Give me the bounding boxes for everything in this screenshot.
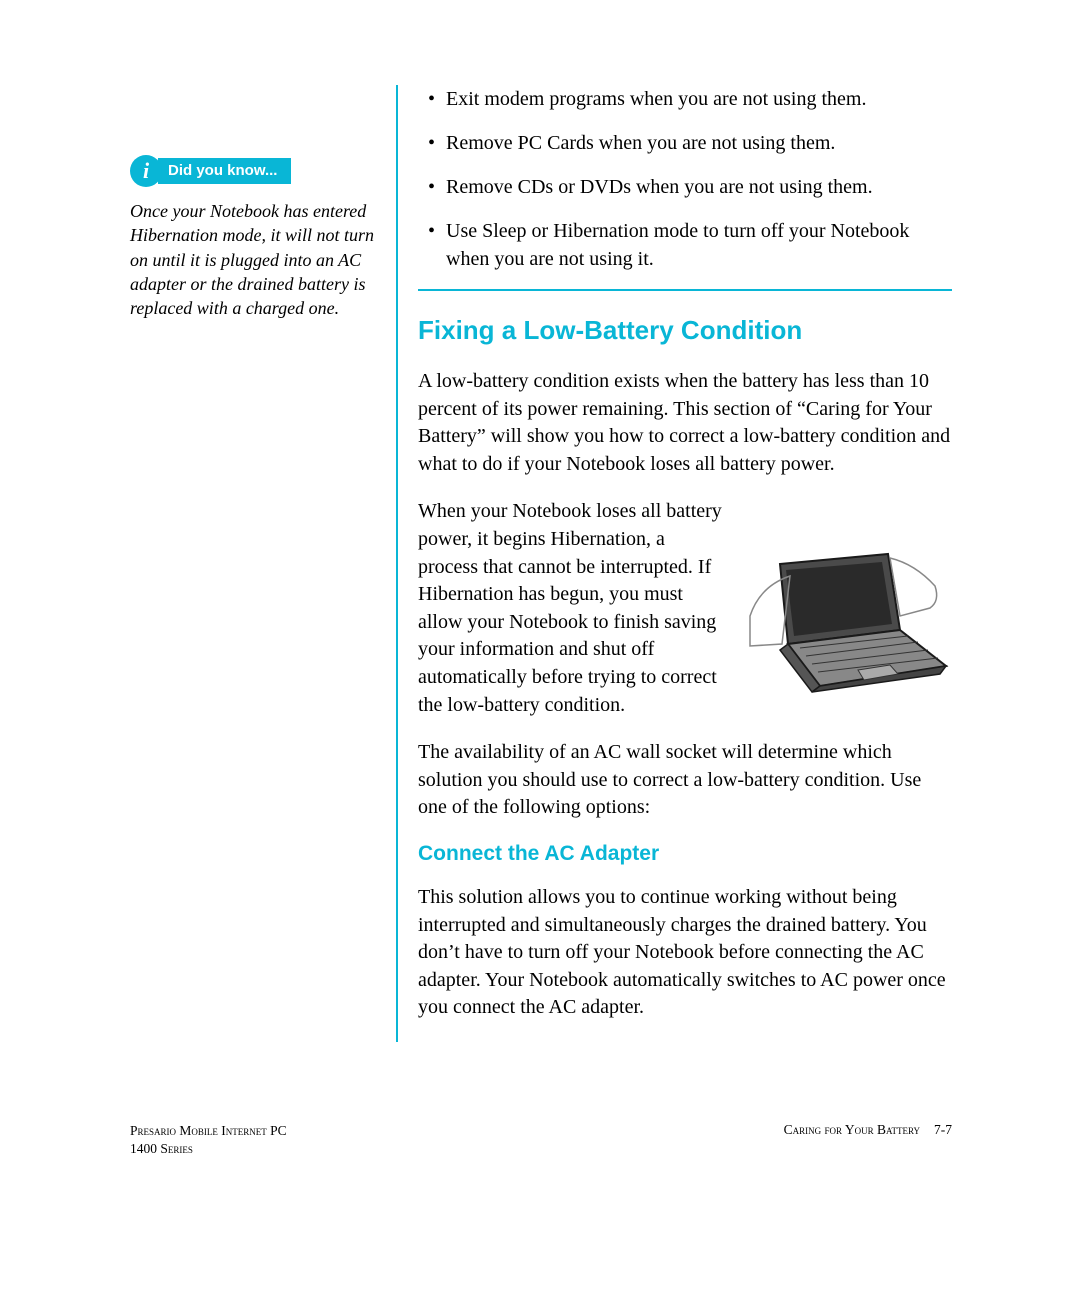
section-heading: Fixing a Low-Battery Condition bbox=[418, 315, 952, 346]
list-item: •Remove CDs or DVDs when you are not usi… bbox=[418, 173, 952, 201]
bullet-icon: • bbox=[418, 85, 446, 113]
footer-chapter: Caring for Your Battery bbox=[784, 1122, 920, 1137]
horizontal-rule bbox=[418, 289, 952, 291]
footer-series: 1400 Series bbox=[130, 1141, 193, 1156]
body-paragraph: The availability of an AC wall socket wi… bbox=[418, 739, 952, 822]
list-item: •Use Sleep or Hibernation mode to turn o… bbox=[418, 217, 952, 273]
did-you-know-box: i Did you know... Once your Notebook has… bbox=[130, 155, 388, 320]
subsection-heading: Connect the AC Adapter bbox=[418, 842, 952, 866]
main-column: •Exit modem programs when you are not us… bbox=[418, 85, 952, 1042]
list-item: •Remove PC Cards when you are not using … bbox=[418, 129, 952, 157]
info-icon: i bbox=[130, 155, 162, 187]
list-item: •Exit modem programs when you are not us… bbox=[418, 85, 952, 113]
bullet-list: •Exit modem programs when you are not us… bbox=[418, 85, 952, 273]
page-content: i Did you know... Once your Notebook has… bbox=[0, 0, 1080, 1092]
did-you-know-text: Once your Notebook has entered Hibernati… bbox=[130, 199, 388, 320]
footer-right: Caring for Your Battery 7-7 bbox=[784, 1122, 952, 1158]
bullet-icon: • bbox=[418, 217, 446, 245]
text-image-row: When your Notebook loses all battery pow… bbox=[418, 498, 952, 719]
notebook-illustration bbox=[740, 546, 952, 696]
sidebar: i Did you know... Once your Notebook has… bbox=[130, 85, 388, 1042]
footer-product: Presario Mobile Internet PC bbox=[130, 1123, 287, 1138]
did-you-know-label: Did you know... bbox=[158, 158, 291, 184]
page-number: 7-7 bbox=[934, 1122, 952, 1137]
vertical-divider bbox=[396, 85, 398, 1042]
page-footer: Presario Mobile Internet PC 1400 Series … bbox=[130, 1122, 952, 1158]
bullet-icon: • bbox=[418, 129, 446, 157]
did-you-know-header: i Did you know... bbox=[130, 155, 388, 187]
footer-left: Presario Mobile Internet PC 1400 Series bbox=[130, 1122, 287, 1158]
body-paragraph: When your Notebook loses all battery pow… bbox=[418, 498, 722, 719]
bullet-icon: • bbox=[418, 173, 446, 201]
body-paragraph: A low-battery condition exists when the … bbox=[418, 368, 952, 478]
body-paragraph: This solution allows you to continue wor… bbox=[418, 884, 952, 1022]
